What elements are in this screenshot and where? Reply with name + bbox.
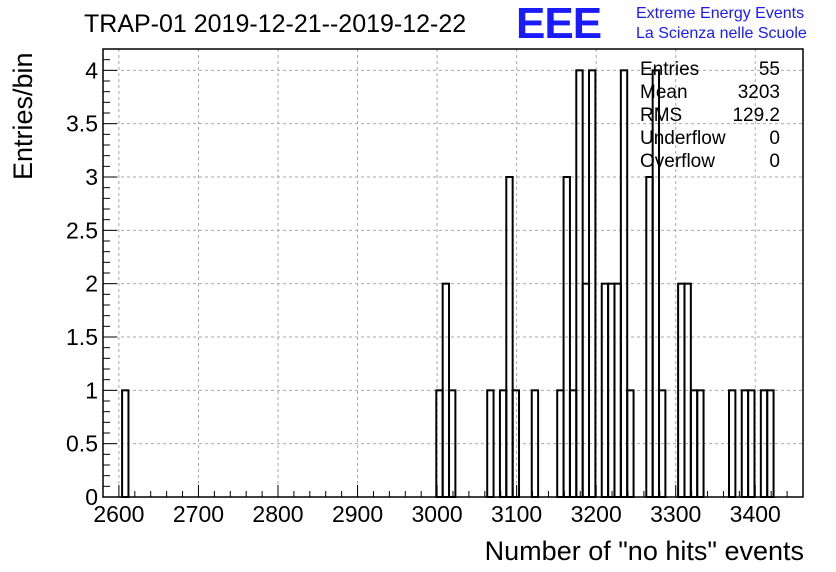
eee-logo: EEE <box>516 0 602 48</box>
stats-value: 3203 <box>737 82 780 103</box>
y-tick-label: 1 <box>85 377 98 403</box>
y-tick-label: 4 <box>85 57 98 83</box>
histogram-bin <box>511 389 521 499</box>
stats-value: 0 <box>769 151 780 172</box>
stats-label: Underflow <box>640 128 726 149</box>
stats-row-rms: RMS 129.2 <box>640 104 780 127</box>
y-tick-label: 0 <box>85 484 98 510</box>
stats-label: RMS <box>640 105 683 126</box>
histogram-bin <box>121 389 130 499</box>
histogram-bin <box>626 389 635 499</box>
y-tick-label: 1.5 <box>66 324 98 350</box>
stats-row-overflow: Overflow 0 <box>640 150 780 173</box>
stats-row-mean: Mean 3203 <box>640 81 780 104</box>
histogram-bin <box>588 69 597 498</box>
stats-label: Mean <box>640 82 688 103</box>
y-tick-label: 0.5 <box>66 431 98 457</box>
histogram-bin <box>696 389 705 499</box>
stats-label: Entries <box>640 59 700 80</box>
axes: 2600 2700 2800 2900 3000 3100 3200 3300 340000.5… <box>66 48 804 527</box>
x-tick-label: 2800 <box>252 501 303 527</box>
stats-row-entries: Entries 55 <box>640 58 780 81</box>
x-tick-label: 2700 <box>173 501 224 527</box>
histogram-bin <box>728 389 737 499</box>
stats-value: 0 <box>769 128 780 149</box>
x-axis-label: Number of "no hits" events <box>484 536 804 566</box>
x-tick-label: 2900 <box>332 501 383 527</box>
logo-caption-line1: Extreme Energy Events <box>636 5 805 22</box>
histogram-bin <box>486 389 495 499</box>
y-tick-label: 3.5 <box>66 111 98 137</box>
stats-row-underflow: Underflow 0 <box>640 127 780 150</box>
x-tick-label: 3100 <box>491 501 542 527</box>
y-tick-label: 2.5 <box>66 217 98 243</box>
logo-caption: Extreme Energy Events La Scienza nelle S… <box>636 4 807 44</box>
x-tick-label: 3300 <box>650 501 701 527</box>
stats-value: 129.2 <box>732 105 780 126</box>
histogram-bin <box>530 389 540 499</box>
x-tick-label: 2600 <box>93 501 144 527</box>
y-tick-label: 3 <box>85 164 98 190</box>
stats-label: Overflow <box>640 151 715 172</box>
stats-value: 55 <box>758 59 780 80</box>
y-tick-label: 2 <box>85 271 98 297</box>
logo-caption-line2: La Scienza nelle Scuole <box>636 25 807 42</box>
chart-title: TRAP-01 2019-12-21--2019-12-22 <box>84 10 467 38</box>
x-tick-label: 3200 <box>571 501 622 527</box>
y-axis-label: Entries/bin <box>8 52 38 180</box>
x-tick-label: 3000 <box>412 501 463 527</box>
stats-box: Entries 55 Mean 3203 RMS 129.2 Underflow 0 O… <box>640 58 780 173</box>
x-tick-label: 3400 <box>730 501 781 527</box>
